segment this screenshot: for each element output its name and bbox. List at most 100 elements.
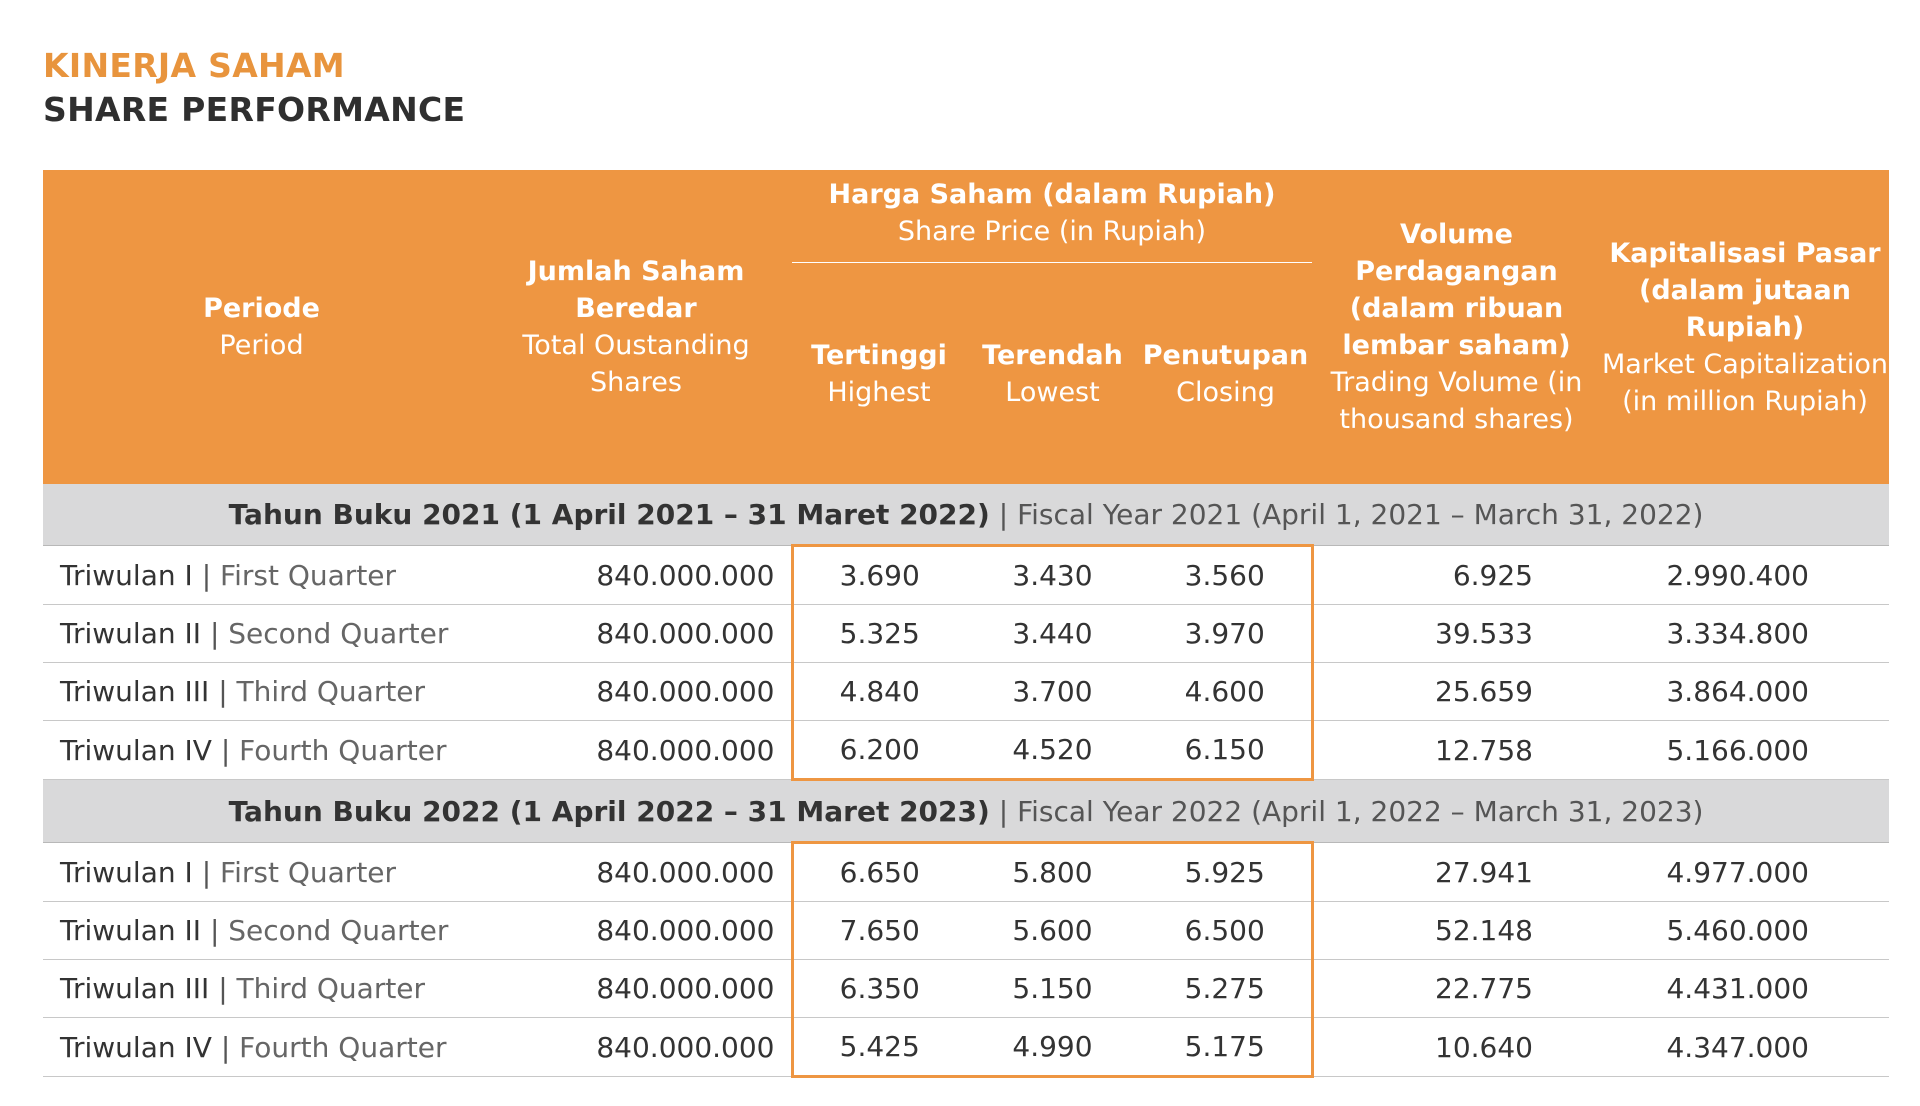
header-market-cap: Kapitalisasi Pasar (dalam jutaan Rupiah)… (1601, 170, 1889, 484)
cell-price-lowest: 3.440 (966, 604, 1139, 663)
header-highest: Tertinggi Highest (792, 263, 966, 484)
header-shares: Jumlah Saham Beredar Total Oustanding Sh… (480, 170, 792, 484)
header-low-en: Lowest (1005, 376, 1100, 408)
cell-price-closing: 3.560 (1139, 544, 1314, 605)
period-separator: | (201, 855, 212, 889)
fiscal-year-label-en: Fiscal Year 2021 (April 1, 2021 – March … (1017, 497, 1704, 531)
cell-trading-volume: 52.148 (1312, 901, 1601, 960)
header-volume-en: Trading Volume (in thousand shares) (1330, 367, 1583, 435)
period-label-id: Triwulan IV (60, 1030, 212, 1064)
cell-price-lowest: 5.800 (966, 841, 1139, 902)
header-period-en: Period (219, 330, 304, 361)
share-performance-table: Periode Period Jumlah Saham Beredar Tota… (43, 170, 1889, 1078)
period-separator: | (209, 617, 220, 650)
share-performance-table-wrapper: Periode Period Jumlah Saham Beredar Tota… (43, 170, 1889, 1078)
cell-market-cap: 5.166.000 (1601, 720, 1889, 780)
period-separator: | (201, 558, 212, 592)
table-row: Triwulan II | Second Quarter 840.000.000 5… (43, 604, 1889, 663)
period-separator: | (220, 1030, 231, 1064)
period-separator: | (218, 675, 228, 708)
cell-trading-volume: 39.533 (1312, 604, 1601, 663)
header-period-id: Periode (203, 293, 320, 324)
header-close-id: Penutupan (1142, 339, 1309, 371)
cell-market-cap: 4.977.000 (1601, 842, 1889, 902)
fiscal-year-label-id: Tahun Buku 2022 (1 April 2022 – 31 Maret… (228, 794, 990, 828)
header-close-en: Closing (1176, 376, 1275, 408)
fiscal-year-label: Tahun Buku 2021 (1 April 2021 – 31 Maret… (43, 484, 1889, 546)
cell-market-cap: 3.334.800 (1601, 604, 1889, 663)
cell-outstanding-shares: 840.000.000 (480, 604, 792, 663)
cell-price-highest: 6.200 (790, 720, 966, 781)
cell-price-highest: 5.325 (790, 604, 966, 663)
cell-period: Triwulan I | First Quarter (43, 545, 480, 605)
cell-period: Triwulan III | Third Quarter (43, 959, 480, 1018)
table-row: Triwulan IV | Fourth Quarter 840.000.000 6… (43, 720, 1889, 781)
table-row: Triwulan IV | Fourth Quarter 840.000.000 5… (43, 1017, 1889, 1078)
period-label-en: Fourth Quarter (239, 733, 447, 767)
fiscal-year-label-en: Fiscal Year 2022 (April 1, 2022 – March … (1017, 794, 1704, 828)
cell-price-lowest: 4.520 (966, 720, 1139, 781)
cell-price-closing: 5.175 (1139, 1017, 1314, 1078)
period-label-id: Triwulan II (60, 617, 202, 650)
period-label-en: First Quarter (220, 558, 397, 592)
table-body: Tahun Buku 2021 (1 April 2021 – 31 Maret… (43, 484, 1889, 1078)
table-header: Periode Period Jumlah Saham Beredar Tota… (43, 170, 1889, 484)
cell-price-highest: 4.840 (790, 662, 966, 721)
cell-trading-volume: 10.640 (1312, 1017, 1601, 1077)
header-lowest: Terendah Lowest (966, 263, 1139, 484)
table-row: Triwulan II | Second Quarter 840.000.000 7… (43, 901, 1889, 960)
cell-period: Triwulan IV | Fourth Quarter (43, 720, 480, 780)
cell-price-lowest: 3.430 (966, 544, 1139, 605)
page-title-english: SHARE PERFORMANCE (43, 90, 466, 129)
header-volume-id: Volume Perdagangan (dalam ribuan lembar … (1342, 219, 1571, 361)
fiscal-year-label: Tahun Buku 2022 (1 April 2022 – 31 Maret… (43, 779, 1889, 843)
cell-market-cap: 2.990.400 (1601, 545, 1889, 605)
cell-outstanding-shares: 840.000.000 (480, 842, 792, 902)
cell-trading-volume: 27.941 (1312, 842, 1601, 902)
cell-outstanding-shares: 840.000.000 (480, 1017, 792, 1077)
period-label-en: First Quarter (220, 855, 397, 889)
header-share-price-group: Harga Saham (dalam Rupiah) Share Price (… (792, 170, 1312, 263)
header-cap-id: Kapitalisasi Pasar (dalam jutaan Rupiah) (1609, 237, 1881, 343)
cell-market-cap: 4.431.000 (1601, 959, 1889, 1018)
cell-period: Triwulan II | Second Quarter (43, 604, 480, 663)
period-label-id: Triwulan I (60, 558, 193, 592)
cell-price-lowest: 5.600 (966, 901, 1139, 960)
fiscal-year-separator: | (998, 497, 1009, 531)
header-period: Periode Period (43, 170, 480, 484)
period-label-id: Triwulan I (60, 855, 193, 889)
header-high-id: Tertinggi (811, 339, 947, 371)
cell-price-highest: 5.425 (790, 1017, 966, 1078)
cell-period: Triwulan III | Third Quarter (43, 662, 480, 721)
cell-trading-volume: 6.925 (1312, 545, 1601, 605)
cell-price-highest: 6.650 (790, 841, 966, 902)
cell-price-closing: 5.925 (1139, 841, 1314, 902)
cell-price-highest: 6.350 (790, 959, 966, 1018)
cell-market-cap: 3.864.000 (1601, 662, 1889, 721)
cell-period: Triwulan IV | Fourth Quarter (43, 1017, 480, 1077)
cell-trading-volume: 25.659 (1312, 662, 1601, 721)
period-separator: | (220, 733, 231, 767)
period-label-id: Triwulan II (60, 914, 202, 947)
cell-period: Triwulan II | Second Quarter (43, 901, 480, 960)
cell-price-closing: 6.500 (1139, 901, 1314, 960)
period-label-en: Third Quarter (236, 972, 426, 1005)
fiscal-year-band: Tahun Buku 2022 (1 April 2022 – 31 Maret… (43, 779, 1889, 843)
period-label-id: Triwulan III (60, 972, 210, 1005)
cell-outstanding-shares: 840.000.000 (480, 901, 792, 960)
cell-price-lowest: 5.150 (966, 959, 1139, 1018)
header-low-id: Terendah (982, 339, 1123, 371)
period-label-id: Triwulan III (60, 675, 210, 708)
table-row: Triwulan III | Third Quarter 840.000.000 6… (43, 959, 1889, 1018)
cell-price-highest: 3.690 (790, 544, 966, 605)
fiscal-year-label-id: Tahun Buku 2021 (1 April 2021 – 31 Maret… (228, 497, 990, 531)
period-label-en: Second Quarter (228, 914, 449, 947)
header-volume: Volume Perdagangan (dalam ribuan lembar … (1312, 170, 1601, 484)
cell-price-closing: 3.970 (1139, 604, 1314, 663)
header-group-divider (792, 262, 1312, 263)
period-separator: | (209, 914, 220, 947)
header-price-group-en: Share Price (in Rupiah) (897, 216, 1207, 247)
cell-price-closing: 5.275 (1139, 959, 1314, 1018)
cell-outstanding-shares: 840.000.000 (480, 545, 792, 605)
period-label-en: Fourth Quarter (239, 1030, 447, 1064)
